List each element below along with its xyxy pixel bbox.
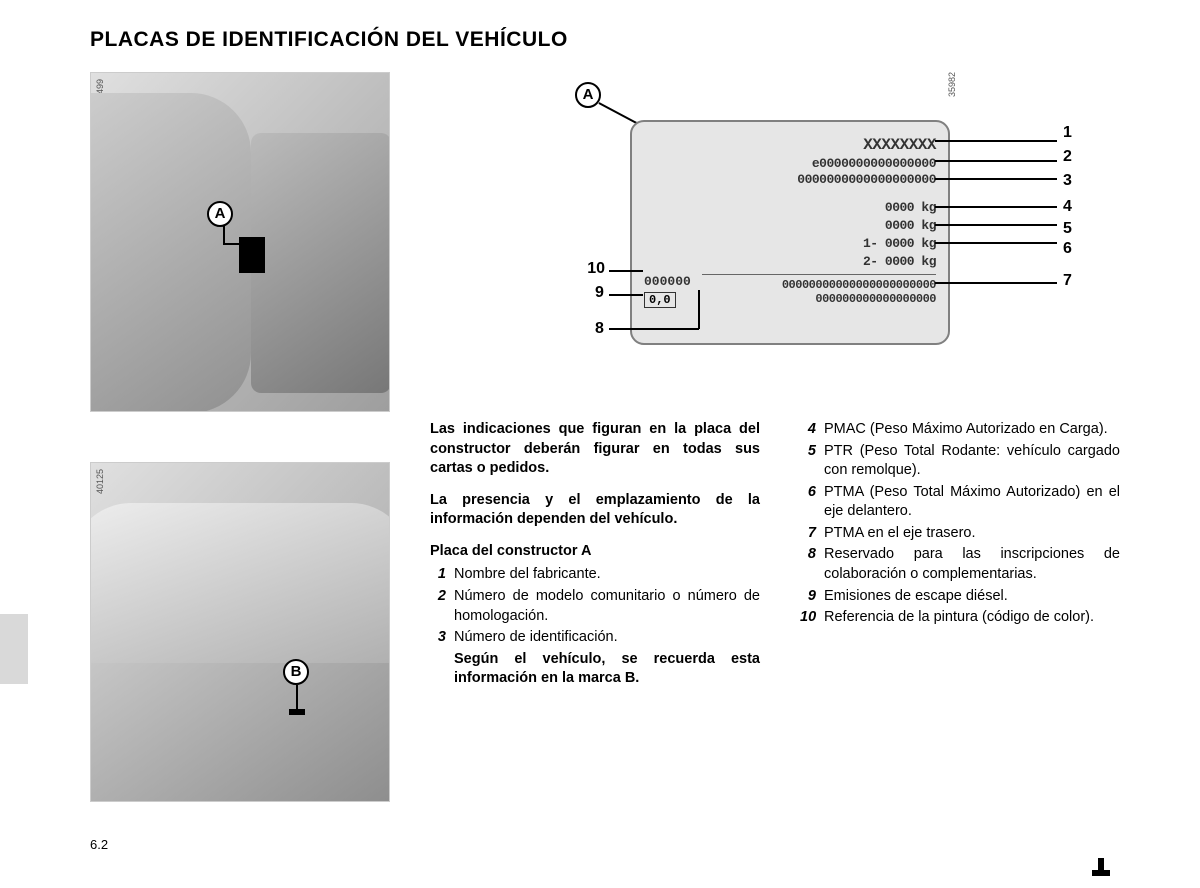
plate-l8a: 00000000000000000000000 <box>782 278 936 292</box>
plate-l9: 0,0 <box>644 292 676 308</box>
photo-windshield: 40125 B <box>90 462 390 802</box>
photo-marker-b: B <box>283 659 309 685</box>
subhead-plate-a: Placa del constructor A <box>430 542 760 562</box>
intro-p1: Las indicaciones que figuran en la placa… <box>430 420 760 479</box>
plate-l8b: 000000000000000000 <box>815 292 936 306</box>
list-mid: 1Nombre del fabricante. 2Número de model… <box>430 565 760 647</box>
callout-1: 1 <box>1063 124 1072 142</box>
left-image-column: 40499 A 40125 B <box>90 72 390 802</box>
callout-7: 7 <box>1063 272 1072 290</box>
callout-5: 5 <box>1063 220 1072 238</box>
plate-box: XXXXXXXX e0000000000000000 0000000000000… <box>630 120 950 345</box>
callout-6: 6 <box>1063 240 1072 258</box>
callout-9: 9 <box>595 284 604 302</box>
plate-l7: 2- 0000 kg <box>863 254 936 269</box>
list-right: 4PMAC (Peso Máximo Autorizado en Carga).… <box>800 420 1120 628</box>
callout-8: 8 <box>595 320 604 338</box>
side-tab <box>0 614 28 684</box>
photo-ref-bottom: 40125 <box>95 469 105 494</box>
callout-10: 10 <box>585 260 605 278</box>
plate-l10: 000000 <box>644 274 691 289</box>
plate-l5: 0000 kg <box>885 218 936 233</box>
plate-l2: e0000000000000000 <box>812 156 936 171</box>
diagram-ref: 35982 <box>947 72 957 97</box>
diagram-marker-a: A <box>575 82 601 108</box>
corner-mark-icon <box>1092 858 1110 876</box>
photo-marker-a: A <box>207 201 233 227</box>
callout-2: 2 <box>1063 148 1072 166</box>
page-number: 6.2 <box>90 837 108 852</box>
photo-door-pillar: 40499 A <box>90 72 390 412</box>
intro-p2: La presencia y el emplazamiento de la in… <box>430 491 760 530</box>
callout-4: 4 <box>1063 198 1072 216</box>
plate-l3: 0000000000000000000 <box>797 172 936 187</box>
identification-plate-diagram: 35982 A XXXXXXXX e0000000000000000 00000… <box>555 72 1095 372</box>
plate-l6: 1- 0000 kg <box>863 236 936 251</box>
plate-l1: XXXXXXXX <box>863 136 936 154</box>
mid-note: Según el vehículo, se recuerda esta info… <box>430 650 760 689</box>
plate-l4: 0000 kg <box>885 200 936 215</box>
text-column-middle: Las indicaciones que figuran en la placa… <box>430 420 760 689</box>
callout-3: 3 <box>1063 172 1072 190</box>
text-column-right: 4PMAC (Peso Máximo Autorizado en Carga).… <box>800 420 1120 630</box>
page-title: PLACAS DE IDENTIFICACIÓN DEL VEHÍCULO <box>90 28 568 52</box>
